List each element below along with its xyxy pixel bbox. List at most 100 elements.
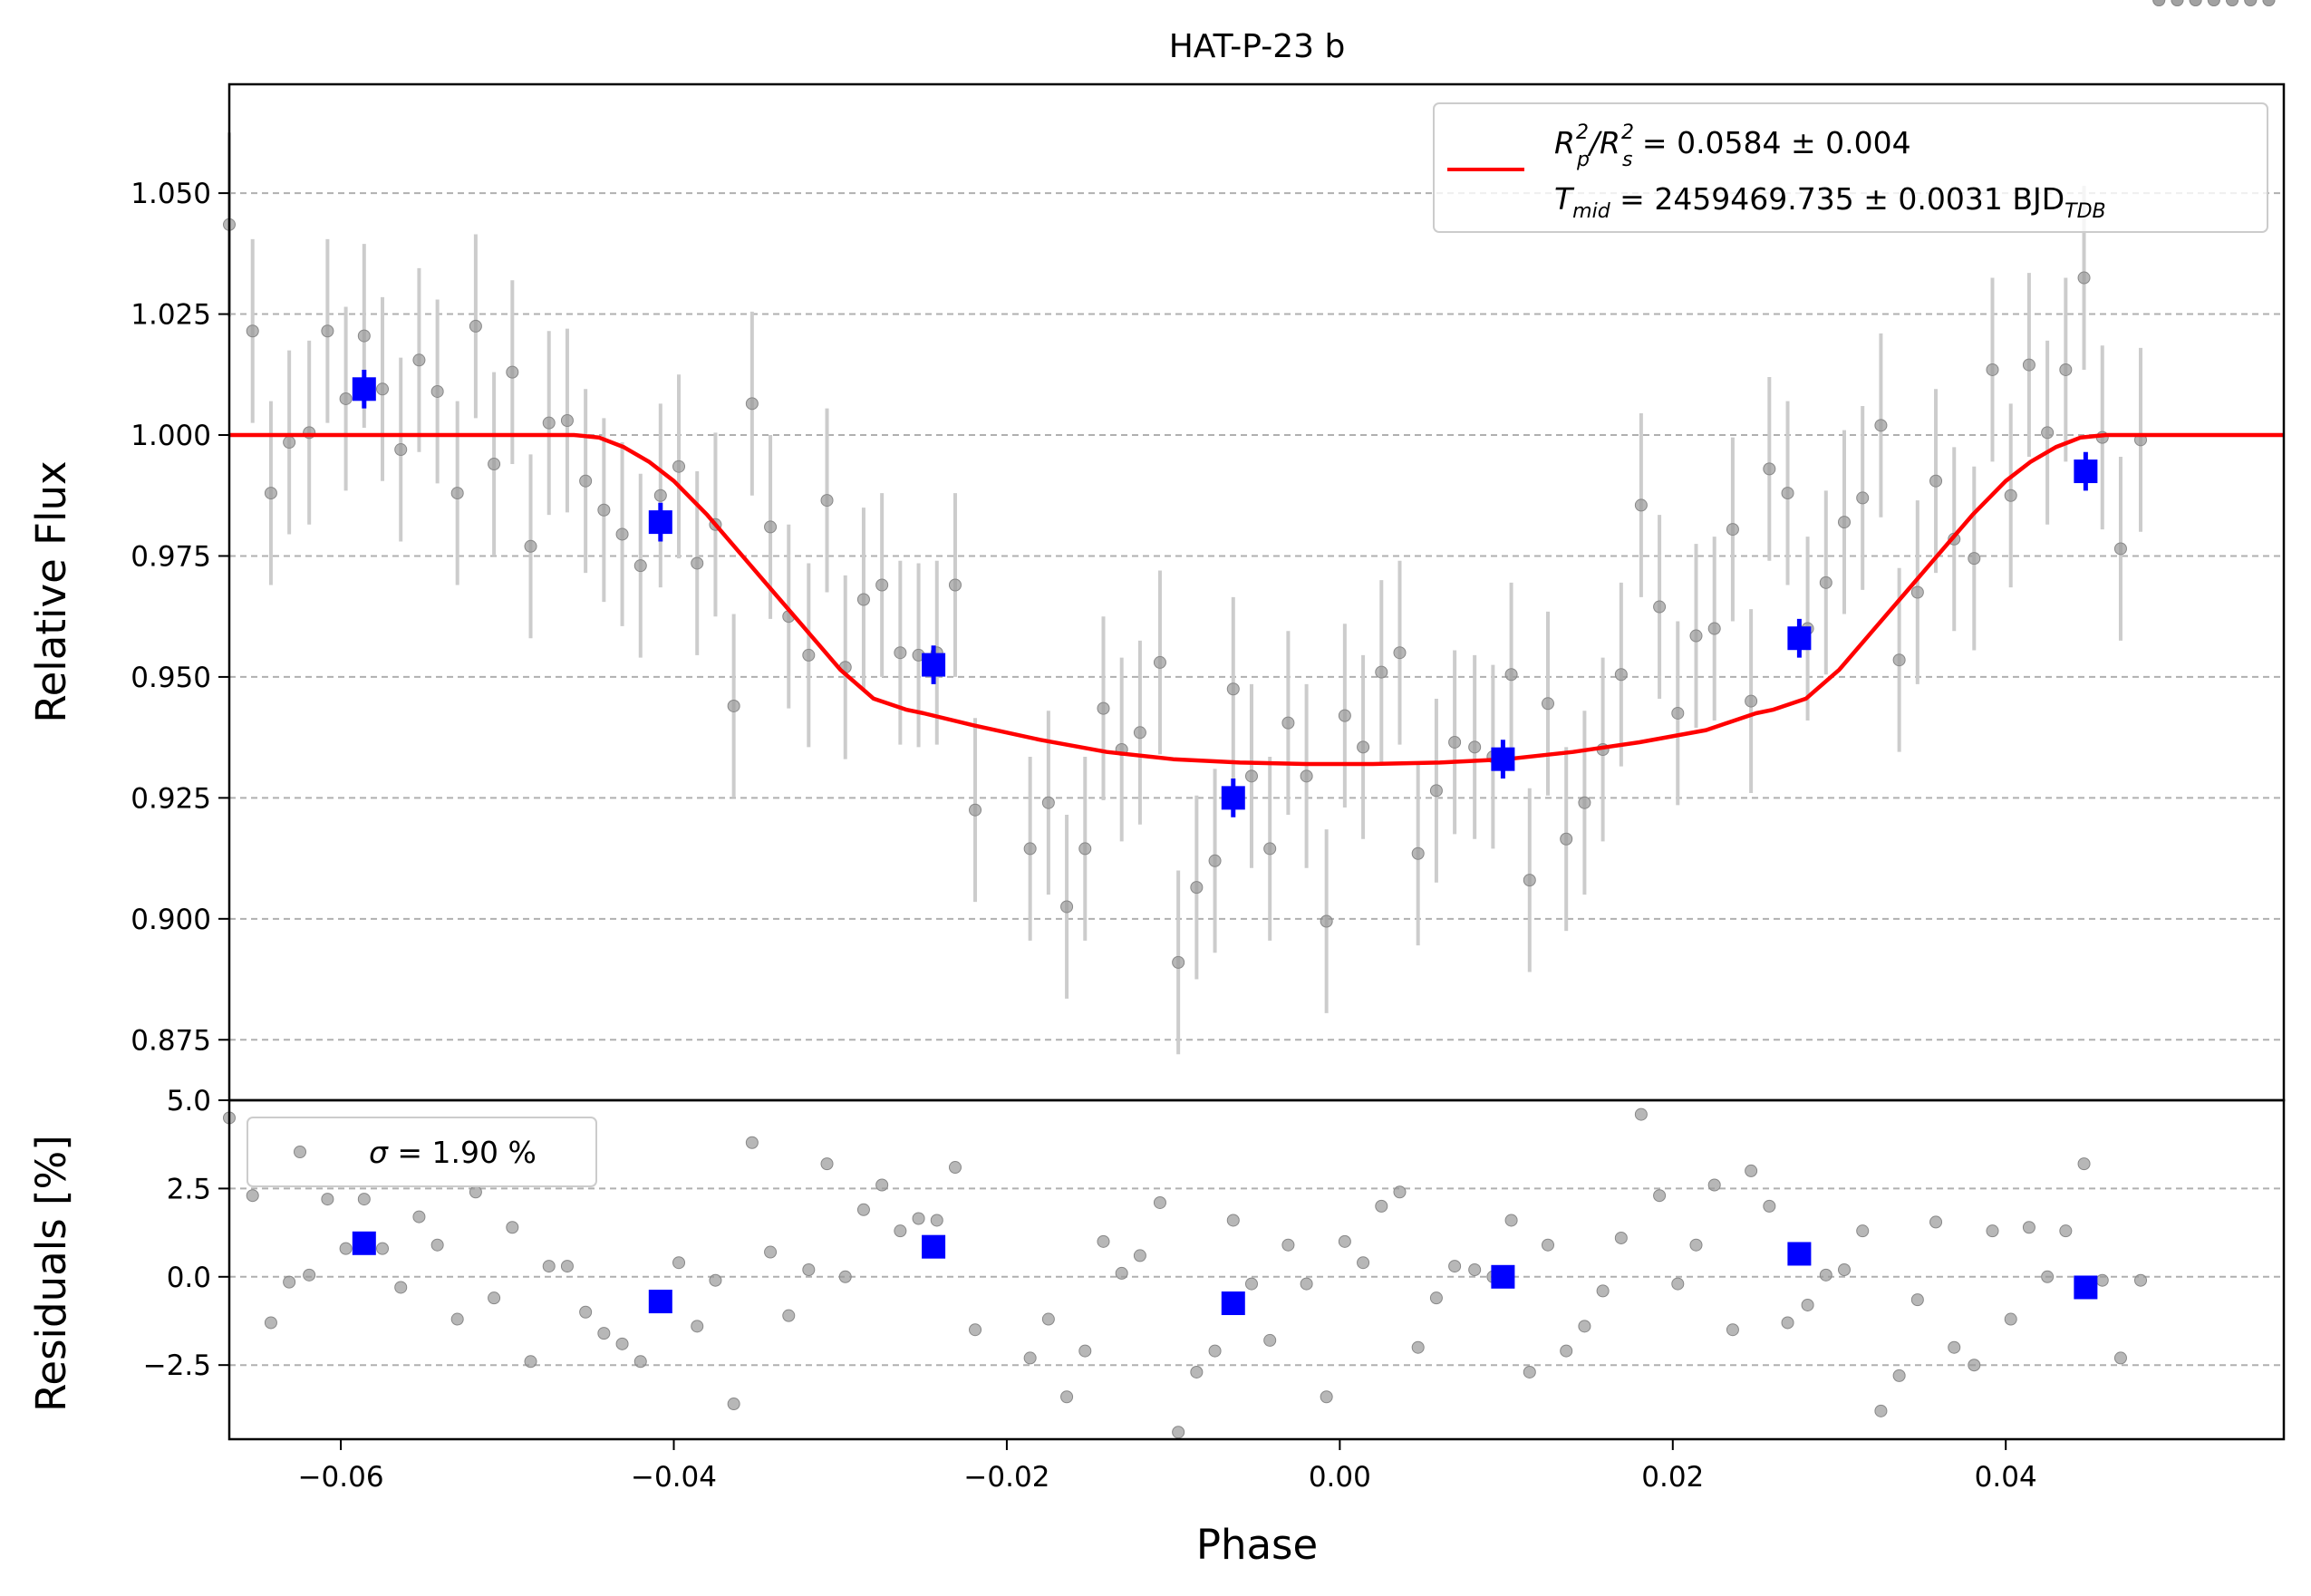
flux-raw-point [1172,955,1185,969]
residuals-raw-point [506,1221,519,1234]
flux-raw-point [1541,697,1554,711]
flux-raw-point [264,487,277,500]
flux-raw-point [802,648,816,662]
residuals-raw-point [782,1309,796,1322]
flux-raw-point [430,384,444,398]
residuals-raw-point [820,1157,834,1171]
flux-raw-point [1190,881,1204,895]
flux-raw-point [1671,706,1685,720]
residuals-raw-point [1153,1195,1166,1209]
flux-raw-point [856,593,870,606]
residuals-raw-point [1115,1266,1128,1280]
residuals-panel: −2.5 0.0 2.5 5.0 −0.06 −0.04 −0.02 0.00 0.02 0.0… [27,0,2286,1569]
flux-raw-point [1060,900,1074,914]
flux-raw-point [376,382,390,396]
residuals-raw-point [2095,1273,2109,1287]
x-tick-label: −0.06 [298,1461,384,1494]
residuals-binned-point [352,1231,376,1255]
flux-raw-point [633,559,647,573]
residuals-y-tick-label: 2.5 [167,1173,211,1205]
flux-raw-point [246,324,259,338]
residuals-raw-point [2113,1351,2127,1365]
residuals-raw-point [1190,1365,1204,1378]
residuals-binned-point [1491,1264,1515,1289]
residuals-raw-point [856,1203,870,1216]
residuals-raw-point [560,1260,574,1273]
x-tick-label: 0.02 [1641,1461,1704,1494]
residuals-raw-point [1578,1320,1591,1333]
residuals-raw-point [579,1305,593,1319]
flux-raw-point [283,436,296,450]
flux-raw-point [1874,419,1888,432]
residuals-raw-point [1910,1293,1924,1307]
residuals-raw-point [264,1316,277,1330]
flux-raw-point [1781,487,1794,500]
flux-raw-point [1929,474,1943,488]
residuals-raw-point [450,1312,464,1326]
residuals-raw-point [1745,1164,1758,1177]
residuals-raw-point [948,1161,962,1175]
flux-raw-point [764,520,778,534]
residuals-raw-point [727,1398,740,1411]
flux-raw-point [1560,832,1573,846]
flux-raw-point [1263,842,1277,856]
residuals-raw-point [2152,0,2166,6]
x-tick-label: −0.04 [631,1461,717,1494]
flux-raw-point [1968,552,1981,566]
residuals-raw-point [303,1268,316,1282]
flux-raw-point [1634,498,1648,512]
residuals-raw-point [709,1273,722,1287]
residuals-raw-point [1689,1238,1703,1252]
flux-raw-point [1910,585,1924,599]
flux-raw-point [1504,668,1518,682]
residuals-raw-point [246,1189,259,1203]
flux-raw-point [1097,701,1110,715]
residuals-raw-point [1892,1369,1906,1382]
flux-raw-point [339,392,353,405]
flux-raw-point [1078,842,1092,856]
residuals-raw-point [1781,1316,1794,1330]
flux-raw-point [2022,358,2035,372]
residuals-raw-point [1671,1277,1685,1291]
flux-raw-point [1448,735,1462,749]
residuals-raw-point [2226,0,2239,6]
flux-raw-point [894,646,907,660]
flux-raw-point [1707,622,1721,635]
residuals-raw-point [1226,1214,1240,1227]
flux-raw-point [560,413,574,427]
flux-binned-point [648,510,672,535]
flux-legend-line-depth: R2 p/R2 s = 0.0584 ± 0.004 [1554,121,1911,171]
residuals-raw-point [1819,1268,1832,1282]
flux-raw-point [1411,846,1425,860]
residuals-raw-point [1801,1298,1814,1311]
x-tick-label: 0.00 [1309,1461,1371,1494]
flux-raw-point [2041,426,2055,440]
residuals-raw-point [2262,0,2276,6]
flux-y-tick-label: 0.950 [131,662,211,694]
residuals-raw-point [1523,1365,1536,1378]
flux-binned-points [352,369,2098,817]
flux-raw-point [948,578,962,592]
residuals-raw-point [1320,1390,1333,1404]
flux-raw-point [1745,694,1758,708]
flux-raw-point [1468,740,1482,754]
flux-raw-point [1819,576,1832,589]
flux-raw-point [450,487,464,500]
x-tick-label: 0.04 [1975,1461,2037,1494]
flux-binned-point [922,653,946,677]
residuals-raw-point [1172,1426,1185,1439]
residuals-raw-point [357,1193,371,1206]
residuals-raw-point [1281,1238,1295,1252]
residuals-raw-point [1060,1390,1074,1404]
flux-raw-point [727,699,740,712]
residuals-raw-point [615,1337,629,1350]
flux-y-tick-label: 1.050 [131,178,211,210]
residuals-raw-point [1338,1234,1351,1248]
residuals-raw-point [1133,1249,1146,1262]
residuals-raw-point [1429,1291,1443,1305]
residuals-binned-point [1787,1242,1812,1266]
residuals-raw-point [376,1242,390,1255]
flux-raw-point [1375,665,1388,679]
residuals-raw-point [1504,1214,1518,1227]
residuals-raw-point [339,1242,353,1255]
